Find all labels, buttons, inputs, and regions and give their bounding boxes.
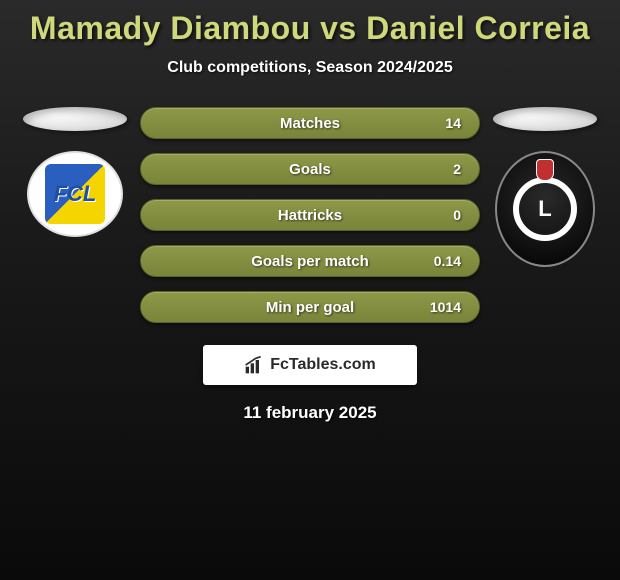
stat-row-min-per-goal: Min per goal 1014	[140, 291, 480, 323]
date-label: 11 february 2025	[0, 403, 620, 423]
stat-label: Matches	[280, 115, 340, 132]
stat-row-goals: Goals 2	[140, 153, 480, 185]
right-club-abbrev: L	[538, 196, 551, 222]
left-club-logo: FCL	[27, 151, 123, 237]
stat-right-value: 0	[421, 207, 461, 223]
right-club-logo: L	[495, 151, 595, 267]
stat-label: Min per goal	[266, 299, 354, 316]
stat-label: Goals	[289, 161, 331, 178]
stat-right-value: 14	[421, 115, 461, 131]
right-player-column: L	[490, 107, 600, 267]
right-player-marker	[493, 107, 597, 131]
stat-row-goals-per-match: Goals per match 0.14	[140, 245, 480, 277]
stat-row-hattricks: Hattricks 0	[140, 199, 480, 231]
stat-label: Hattricks	[278, 207, 342, 224]
brand-text: FcTables.com	[270, 356, 376, 374]
stat-row-matches: Matches 14	[140, 107, 480, 139]
left-club-abbrev: FCL	[54, 181, 97, 207]
stat-right-value: 2	[421, 161, 461, 177]
left-player-marker	[23, 107, 127, 131]
bar-chart-icon	[244, 355, 264, 375]
left-player-column: FCL	[20, 107, 130, 237]
stat-label: Goals per match	[251, 253, 369, 270]
stat-right-value: 1014	[421, 299, 461, 315]
stat-right-value: 0.14	[421, 253, 461, 269]
stats-column: Matches 14 Goals 2 Hattricks 0 Goals per…	[140, 107, 480, 323]
brand-badge: FcTables.com	[203, 345, 417, 385]
page-title: Mamady Diambou vs Daniel Correia	[0, 0, 620, 47]
subtitle: Club competitions, Season 2024/2025	[0, 59, 620, 77]
comparison-row: FCL Matches 14 Goals 2 Hattricks 0 Goals…	[0, 107, 620, 323]
shield-top-icon	[536, 159, 554, 181]
